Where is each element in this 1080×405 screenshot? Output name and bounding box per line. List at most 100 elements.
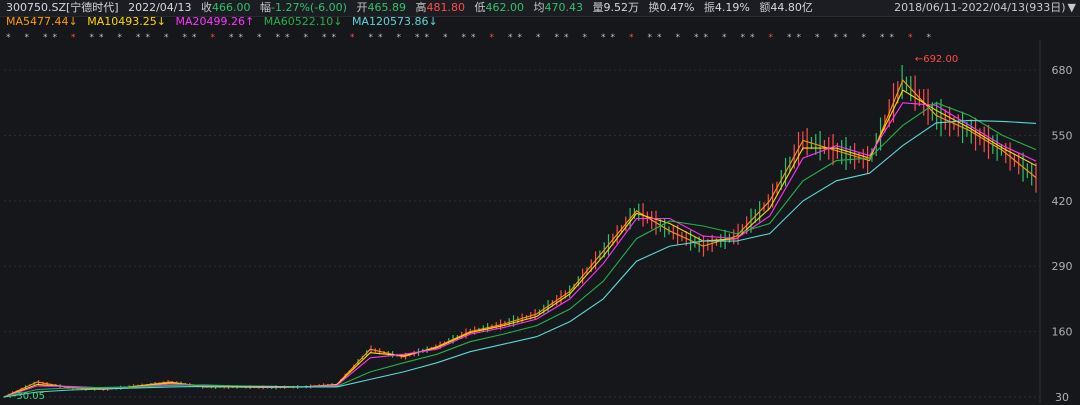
event-marker[interactable]: *	[71, 33, 76, 43]
event-marker[interactable]: *	[704, 33, 709, 43]
event-marker[interactable]: *	[43, 33, 48, 43]
ma-line	[3, 102, 1037, 398]
event-marker[interactable]: *	[648, 33, 653, 43]
event-marker[interactable]: *	[397, 33, 402, 43]
event-marker[interactable]: *	[90, 33, 95, 43]
event-marker[interactable]: *	[815, 33, 820, 43]
quote-date: 2022/04/13	[128, 1, 192, 14]
y-tick-label: 290	[1052, 260, 1073, 273]
avg-label: 均	[533, 1, 545, 14]
event-marker[interactable]: *	[787, 33, 792, 43]
amplitude-value: 4.19%	[714, 1, 750, 14]
price-chart[interactable]: * * * * * * * * * * * * * * * * * * * * * * * * * * * * * * * * * * * * * * * *…	[0, 30, 1080, 405]
event-marker[interactable]: *	[862, 33, 867, 43]
event-marker[interactable]: *	[518, 33, 523, 43]
event-marker[interactable]: *	[211, 33, 216, 43]
event-marker[interactable]: *	[601, 33, 606, 43]
y-tick-label: 160	[1052, 326, 1073, 339]
annotation-label: ←30.05	[8, 391, 45, 402]
event-marker[interactable]: *	[676, 33, 681, 43]
y-tick-label: 550	[1052, 129, 1073, 142]
event-marker[interactable]: *	[583, 33, 588, 43]
event-marker[interactable]: *	[257, 33, 262, 43]
event-marker[interactable]: *	[415, 33, 420, 43]
ma-legend-label: MA10	[87, 15, 119, 28]
event-marker[interactable]: *	[164, 33, 169, 43]
event-marker[interactable]: *	[276, 33, 281, 43]
event-marker[interactable]: *	[564, 33, 569, 43]
ma-legend: MA5477.44↓ MA10493.25↓ MA20499.26↑ MA605…	[0, 14, 1080, 30]
amplitude-label: 振	[703, 1, 715, 14]
event-marker[interactable]: *	[146, 33, 151, 43]
event-marker[interactable]: *	[462, 33, 467, 43]
event-marker[interactable]: *	[722, 33, 727, 43]
stock-code-name[interactable]: 300750.SZ[宁德时代]	[6, 1, 119, 14]
triangle-down-icon[interactable]: ▼	[1067, 1, 1076, 14]
event-marker[interactable]: *	[908, 33, 913, 43]
change-label: 幅	[260, 1, 271, 14]
change-value: -1.27%(-6.00)	[271, 1, 347, 14]
event-marker[interactable]: *	[880, 33, 885, 43]
close-value: 466.00	[212, 1, 251, 14]
ma-legend-label: MA20	[175, 15, 207, 28]
ma-legend-label: MA5	[6, 15, 31, 28]
event-marker[interactable]: *	[508, 33, 513, 43]
high-label: 高	[415, 1, 427, 14]
event-marker[interactable]: *	[927, 33, 932, 43]
low-value: 462.00	[485, 1, 524, 14]
chart-grid	[4, 40, 1041, 403]
event-marker[interactable]: *	[741, 33, 746, 43]
event-marker[interactable]: *	[694, 33, 699, 43]
event-marker[interactable]: *	[834, 33, 839, 43]
event-marker[interactable]: *	[611, 33, 616, 43]
event-marker[interactable]: *	[118, 33, 123, 43]
event-marker[interactable]: *	[99, 33, 104, 43]
event-marker[interactable]: *	[192, 33, 197, 43]
event-marker[interactable]: *	[350, 33, 355, 43]
event-marker[interactable]: *	[890, 33, 895, 43]
event-marker[interactable]: *	[629, 33, 634, 43]
event-marker[interactable]: *	[6, 33, 11, 43]
event-marker[interactable]: *	[332, 33, 337, 43]
ma-legend-value: 573.86↓	[389, 15, 438, 28]
event-marker[interactable]: *	[53, 33, 58, 43]
close-label: 收	[201, 1, 212, 14]
event-marker[interactable]: *	[769, 33, 774, 43]
event-marker[interactable]: *	[471, 33, 476, 43]
avg-value: 470.43	[544, 1, 583, 14]
event-marker[interactable]: *	[443, 33, 448, 43]
event-marker[interactable]: *	[843, 33, 848, 43]
ma-line	[3, 119, 1037, 398]
event-marker[interactable]: *	[285, 33, 290, 43]
ma-legend-value: 522.10↓	[294, 15, 343, 28]
event-marker[interactable]: *	[425, 33, 430, 43]
amount-label: 额	[759, 1, 771, 14]
open-value: 465.89	[367, 1, 406, 14]
date-range-selector[interactable]: 2018/06/11-2022/04/13(933日) ▼	[894, 0, 1076, 16]
y-axis: 30 160 290 420 550 680	[1052, 64, 1073, 404]
event-marker[interactable]: *	[183, 33, 188, 43]
high-value: 481.80	[426, 1, 465, 14]
open-label: 开	[356, 1, 368, 14]
date-range-text: 2018/06/11-2022/04/13(933日)	[894, 1, 1066, 14]
event-marker[interactable]: *	[555, 33, 560, 43]
event-marker[interactable]: *	[369, 33, 374, 43]
event-marker[interactable]: *	[322, 33, 327, 43]
event-marker[interactable]: *	[229, 33, 234, 43]
volume-value: 9.52万	[603, 1, 639, 14]
event-marker[interactable]: *	[304, 33, 309, 43]
y-tick-label: 30	[1055, 391, 1069, 404]
event-marker[interactable]: *	[536, 33, 541, 43]
event-marker[interactable]: *	[750, 33, 755, 43]
event-marker-row: * * * * * * * * * * * * * * * * * * * * * * * * * * * * * * * * * * * * * * * *…	[6, 33, 932, 43]
event-marker[interactable]: *	[378, 33, 383, 43]
event-marker[interactable]: *	[490, 33, 495, 43]
event-marker[interactable]: *	[136, 33, 141, 43]
ma-legend-label: MA120	[351, 15, 390, 28]
event-marker[interactable]: *	[657, 33, 662, 43]
event-marker[interactable]: *	[239, 33, 244, 43]
event-marker[interactable]: *	[25, 33, 30, 43]
volume-label: 量	[592, 1, 604, 14]
ma-legend-label: MA60	[263, 15, 295, 28]
event-marker[interactable]: *	[797, 33, 802, 43]
